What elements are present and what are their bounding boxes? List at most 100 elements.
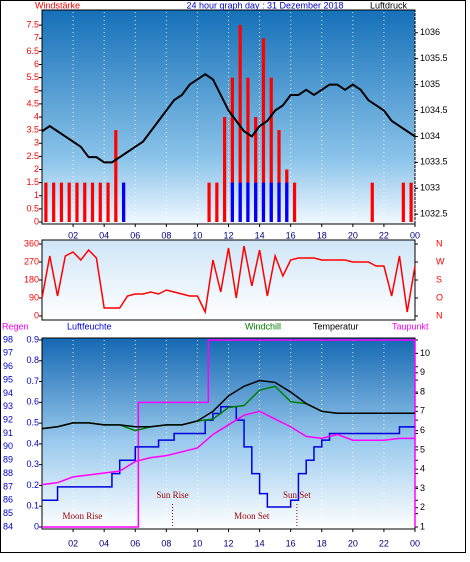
bar bbox=[261, 182, 266, 222]
yticks-label: 3.5 bbox=[26, 125, 39, 135]
y3ticks-label: 98 bbox=[3, 334, 13, 344]
x-tick-label: 22 bbox=[379, 230, 389, 240]
series-line bbox=[42, 406, 415, 508]
x-tick-label: 22 bbox=[379, 538, 389, 548]
y2ticks-label: 1036 bbox=[420, 27, 440, 37]
yticks-label: 0.5 bbox=[26, 417, 39, 427]
annotation: Moon Set bbox=[234, 511, 270, 521]
x-tick-label: 04 bbox=[99, 230, 109, 240]
x-tick-label: 20 bbox=[348, 538, 358, 548]
y2ticks-label: 1035 bbox=[420, 79, 440, 89]
bar bbox=[106, 182, 110, 222]
yticks-label: 5.5 bbox=[26, 72, 39, 82]
yticks-label: 3 bbox=[34, 138, 39, 148]
legend-label: Regen bbox=[2, 321, 29, 331]
x-tick-label: 10 bbox=[192, 538, 202, 548]
yticks-label: 0.3 bbox=[26, 459, 39, 469]
annotation: Sun Rise bbox=[156, 490, 188, 500]
y2ticks-label: 5 bbox=[420, 444, 425, 454]
bar bbox=[207, 182, 211, 222]
bar bbox=[246, 77, 250, 222]
yticks-label: 6.5 bbox=[26, 46, 39, 56]
y3ticks-label: 85 bbox=[3, 508, 13, 518]
y2ticks-label: O bbox=[436, 292, 443, 302]
x-tick-label: 18 bbox=[317, 230, 327, 240]
bar bbox=[223, 117, 227, 222]
series-line bbox=[41, 245, 416, 315]
y3ticks-label: 89 bbox=[3, 455, 13, 465]
y2ticks-label: S bbox=[436, 274, 442, 284]
yticks-label: 6 bbox=[34, 59, 39, 69]
series-line bbox=[42, 339, 416, 528]
y2ticks-label: 2 bbox=[420, 502, 425, 512]
bar bbox=[254, 117, 258, 222]
y2ticks-label: N bbox=[436, 238, 443, 248]
x-tick-label: 00 bbox=[410, 538, 420, 548]
x-tick-label: 16 bbox=[286, 538, 296, 548]
bar bbox=[292, 182, 297, 222]
bar bbox=[401, 182, 405, 222]
bar bbox=[83, 182, 87, 222]
y2ticks-label: N bbox=[436, 310, 443, 320]
bar bbox=[67, 182, 71, 222]
bar bbox=[269, 77, 273, 222]
bar bbox=[254, 182, 258, 222]
bar bbox=[409, 182, 413, 222]
yticks-label: 0.1 bbox=[26, 501, 39, 511]
x-tick-label: 14 bbox=[255, 230, 265, 240]
x-tick-label: 08 bbox=[161, 230, 171, 240]
y2ticks-label: 1032.5 bbox=[420, 209, 448, 219]
bar bbox=[230, 77, 234, 222]
yticks-label: 2.5 bbox=[26, 151, 39, 161]
y2ticks-label: 6 bbox=[420, 425, 425, 435]
yticks-label: 4 bbox=[34, 111, 39, 121]
chart-title: 24 hour graph day : 31 Dezember 2018 bbox=[186, 0, 343, 10]
yticks-label: 0.5 bbox=[26, 203, 39, 213]
x-tick-label: 10 bbox=[192, 230, 202, 240]
x-tick-label: 18 bbox=[317, 538, 327, 548]
yticks-label: 180 bbox=[24, 274, 39, 284]
x-tick-label: 02 bbox=[68, 538, 78, 548]
yticks-label: 7.5 bbox=[26, 20, 39, 30]
legend-label: Windchill bbox=[245, 321, 281, 331]
y2ticks-label: 3 bbox=[420, 483, 425, 493]
y2ticks-label: 1034 bbox=[420, 131, 440, 141]
series-line bbox=[41, 73, 416, 164]
bar bbox=[285, 182, 289, 222]
series-line bbox=[41, 410, 415, 486]
bar bbox=[277, 182, 281, 222]
y2ticks-label: 10 bbox=[420, 348, 430, 358]
bar bbox=[238, 182, 242, 222]
y2ticks-label: 8 bbox=[420, 386, 425, 396]
y3ticks-label: 86 bbox=[3, 495, 13, 505]
y3ticks-label: 96 bbox=[3, 361, 13, 371]
yticks-label: 7 bbox=[34, 33, 39, 43]
y3ticks-label: 90 bbox=[3, 441, 13, 451]
y2ticks-label: 7 bbox=[420, 406, 425, 416]
y3ticks-label: 88 bbox=[3, 468, 13, 478]
bar bbox=[121, 182, 126, 222]
yticks-label: 0.2 bbox=[26, 480, 39, 490]
bar bbox=[75, 182, 79, 222]
y2ticks-label: 1033 bbox=[420, 183, 440, 193]
y2-axis-title: Luftdruck bbox=[370, 0, 408, 10]
y3ticks-label: 94 bbox=[3, 388, 13, 398]
legend-label: Luftfeuchte bbox=[67, 321, 112, 331]
legend-label: Taupunkt bbox=[392, 321, 429, 331]
x-tick-label: 08 bbox=[161, 538, 171, 548]
series-line bbox=[41, 379, 415, 430]
legend-label: Temperatur bbox=[313, 321, 359, 331]
yticks-label: 0.4 bbox=[26, 438, 39, 448]
x-tick-label: 00 bbox=[410, 230, 420, 240]
y2ticks-label: 1033.5 bbox=[420, 157, 448, 167]
x-tick-label: 04 bbox=[99, 538, 109, 548]
y3ticks-label: 92 bbox=[3, 415, 13, 425]
y3ticks-label: 97 bbox=[3, 348, 13, 358]
x-tick-label: 02 bbox=[68, 230, 78, 240]
yticks-label: 270 bbox=[24, 256, 39, 266]
yticks-label: 1.5 bbox=[26, 177, 39, 187]
bar bbox=[269, 182, 273, 222]
yticks-label: 2 bbox=[34, 164, 39, 174]
yticks-label: 0.9 bbox=[26, 334, 39, 344]
y3ticks-label: 87 bbox=[3, 481, 13, 491]
